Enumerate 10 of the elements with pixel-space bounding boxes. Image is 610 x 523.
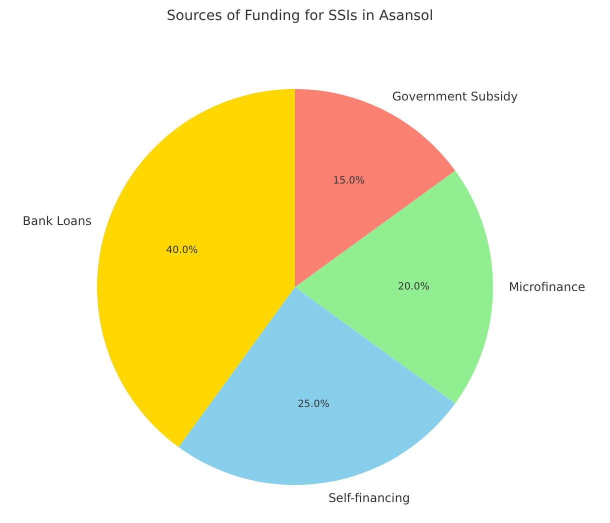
chart-title: Sources of Funding for SSIs in Asansol (166, 8, 434, 24)
slice-label: Self-financing (328, 491, 410, 506)
slice-label: Bank Loans (22, 214, 92, 228)
data-label: 15.0% (333, 176, 365, 187)
pie-slice (97, 89, 295, 448)
data-label: 25.0% (298, 398, 330, 410)
data-label: 20.0% (398, 282, 430, 292)
data-label: 40.0% (166, 244, 198, 256)
slice-label: Government Subsidy (392, 89, 518, 104)
slice-label: Microfinance (508, 280, 586, 294)
